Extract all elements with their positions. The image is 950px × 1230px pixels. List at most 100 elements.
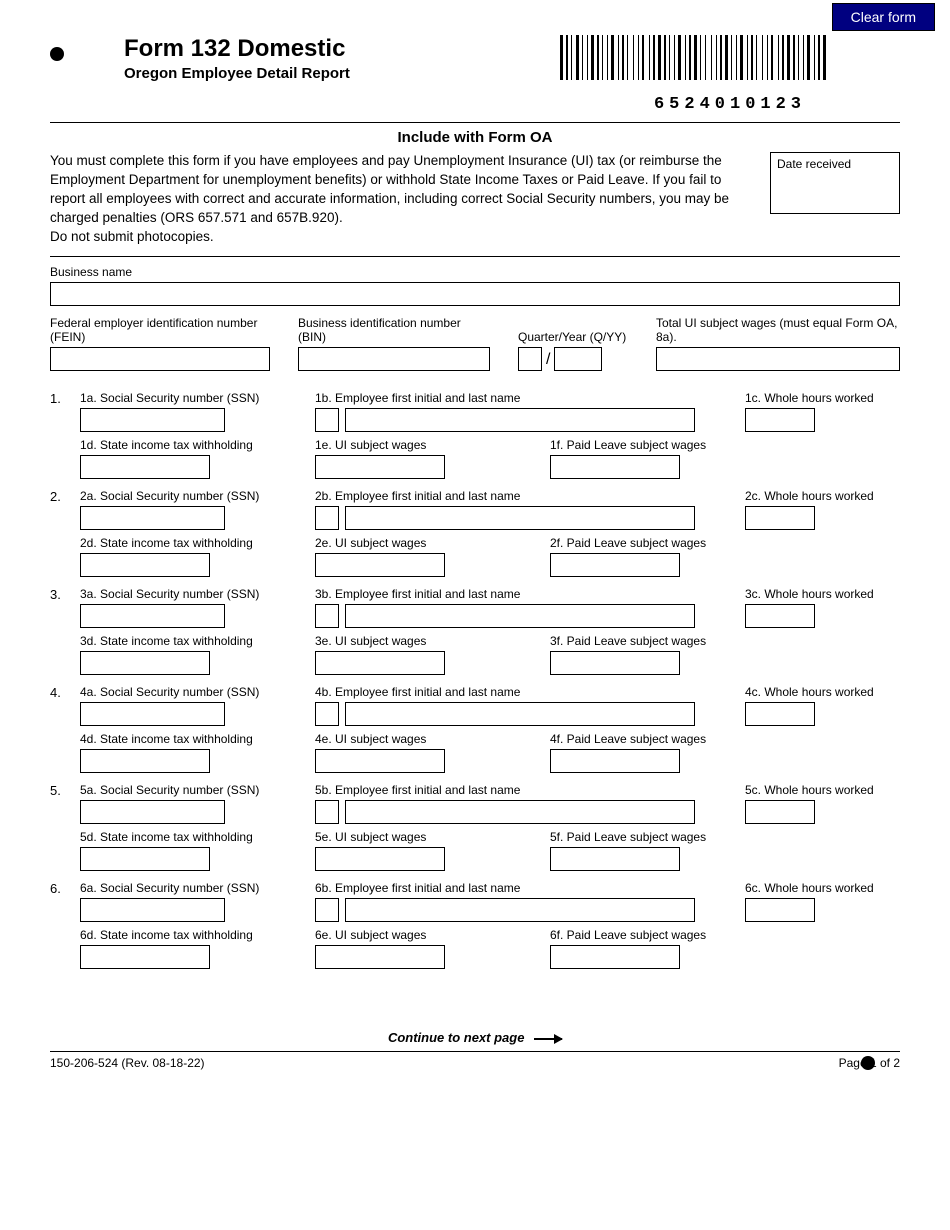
hours-label: 3c. Whole hours worked	[745, 587, 900, 601]
employee-number: 6.	[50, 881, 80, 975]
employee-row: 5. 5a. Social Security number (SSN) 5b. …	[50, 783, 900, 877]
withholding-input[interactable]	[80, 945, 210, 969]
employee-number: 5.	[50, 783, 80, 877]
marker-dot-tl	[50, 47, 64, 61]
employee-row: 6. 6a. Social Security number (SSN) 6b. …	[50, 881, 900, 975]
page-container: Form 132 Domestic Oregon Employee Detail…	[0, 0, 950, 1090]
last-name-input[interactable]	[345, 898, 695, 922]
first-initial-input[interactable]	[315, 604, 339, 628]
footer: 150-206-524 (Rev. 08-18-22) Page 1 of 2	[50, 1051, 900, 1070]
hours-input[interactable]	[745, 800, 815, 824]
last-name-input[interactable]	[345, 604, 695, 628]
clear-form-button[interactable]: Clear form	[832, 3, 935, 31]
employee-number: 1.	[50, 391, 80, 485]
withholding-label: 6d. State income tax withholding	[80, 928, 265, 942]
first-initial-input[interactable]	[315, 506, 339, 530]
name-label: 6b. Employee first initial and last name	[315, 881, 695, 895]
quarter-year-label: Quarter/Year (Q/YY)	[518, 330, 628, 344]
first-initial-input[interactable]	[315, 800, 339, 824]
ui-wages-label: 6e. UI subject wages	[315, 928, 500, 942]
withholding-input[interactable]	[80, 651, 210, 675]
withholding-label: 5d. State income tax withholding	[80, 830, 265, 844]
ssn-input[interactable]	[80, 898, 225, 922]
year-input[interactable]	[554, 347, 602, 371]
hours-label: 5c. Whole hours worked	[745, 783, 900, 797]
intro-row: You must complete this form if you have …	[50, 152, 900, 246]
employee-number: 3.	[50, 587, 80, 681]
date-received-box: Date received	[770, 152, 900, 214]
business-name-label: Business name	[50, 265, 900, 279]
ui-wages-input[interactable]	[315, 553, 445, 577]
name-label: 2b. Employee first initial and last name	[315, 489, 695, 503]
hours-input[interactable]	[745, 604, 815, 628]
barcode-number: 6524010123	[560, 95, 900, 114]
name-label: 3b. Employee first initial and last name	[315, 587, 695, 601]
paid-leave-input[interactable]	[550, 553, 680, 577]
fein-label: Federal employer identification number (…	[50, 316, 270, 344]
name-label: 5b. Employee first initial and last name	[315, 783, 695, 797]
paid-leave-label: 4f. Paid Leave subject wages	[550, 732, 735, 746]
quarter-input[interactable]	[518, 347, 542, 371]
last-name-input[interactable]	[345, 408, 695, 432]
paid-leave-input[interactable]	[550, 945, 680, 969]
arrow-right-icon	[534, 1038, 562, 1040]
rule-mid	[50, 256, 900, 257]
ssn-input[interactable]	[80, 604, 225, 628]
ui-wages-label: 2e. UI subject wages	[315, 536, 500, 550]
total-ui-input[interactable]	[656, 347, 900, 371]
ui-wages-input[interactable]	[315, 749, 445, 773]
hours-input[interactable]	[745, 702, 815, 726]
withholding-input[interactable]	[80, 553, 210, 577]
ssn-input[interactable]	[80, 702, 225, 726]
rule-top	[50, 122, 900, 123]
last-name-input[interactable]	[345, 702, 695, 726]
ui-wages-label: 5e. UI subject wages	[315, 830, 500, 844]
first-initial-input[interactable]	[315, 702, 339, 726]
hours-input[interactable]	[745, 408, 815, 432]
ssn-label: 1a. Social Security number (SSN)	[80, 391, 265, 405]
ssn-label: 3a. Social Security number (SSN)	[80, 587, 265, 601]
footer-left: 150-206-524 (Rev. 08-18-22)	[50, 1056, 205, 1070]
id-row: Federal employer identification number (…	[50, 316, 900, 371]
paid-leave-label: 1f. Paid Leave subject wages	[550, 438, 735, 452]
withholding-label: 3d. State income tax withholding	[80, 634, 265, 648]
employee-row: 3. 3a. Social Security number (SSN) 3b. …	[50, 587, 900, 681]
paid-leave-label: 5f. Paid Leave subject wages	[550, 830, 735, 844]
hours-input[interactable]	[745, 506, 815, 530]
employee-number: 4.	[50, 685, 80, 779]
ui-wages-input[interactable]	[315, 847, 445, 871]
paid-leave-label: 6f. Paid Leave subject wages	[550, 928, 735, 942]
paid-leave-input[interactable]	[550, 455, 680, 479]
total-ui-label: Total UI subject wages (must equal Form …	[656, 316, 900, 344]
ssn-label: 6a. Social Security number (SSN)	[80, 881, 265, 895]
fein-input[interactable]	[50, 347, 270, 371]
bin-label: Business identification number (BIN)	[298, 316, 490, 344]
header: Form 132 Domestic Oregon Employee Detail…	[50, 35, 900, 114]
paid-leave-input[interactable]	[550, 651, 680, 675]
ui-wages-label: 3e. UI subject wages	[315, 634, 500, 648]
hours-label: 2c. Whole hours worked	[745, 489, 900, 503]
first-initial-input[interactable]	[315, 898, 339, 922]
withholding-input[interactable]	[80, 455, 210, 479]
bin-input[interactable]	[298, 347, 490, 371]
ui-wages-input[interactable]	[315, 945, 445, 969]
hours-label: 4c. Whole hours worked	[745, 685, 900, 699]
hours-label: 1c. Whole hours worked	[745, 391, 900, 405]
employee-list: 1. 1a. Social Security number (SSN) 1b. …	[50, 391, 900, 975]
last-name-input[interactable]	[345, 800, 695, 824]
paid-leave-input[interactable]	[550, 749, 680, 773]
withholding-input[interactable]	[80, 847, 210, 871]
ssn-input[interactable]	[80, 408, 225, 432]
intro-paragraph-2: Do not submit photocopies.	[50, 229, 214, 244]
employee-row: 4. 4a. Social Security number (SSN) 4b. …	[50, 685, 900, 779]
paid-leave-input[interactable]	[550, 847, 680, 871]
ssn-input[interactable]	[80, 800, 225, 824]
last-name-input[interactable]	[345, 506, 695, 530]
ui-wages-input[interactable]	[315, 455, 445, 479]
hours-input[interactable]	[745, 898, 815, 922]
withholding-input[interactable]	[80, 749, 210, 773]
ssn-input[interactable]	[80, 506, 225, 530]
business-name-input[interactable]	[50, 282, 900, 306]
ui-wages-input[interactable]	[315, 651, 445, 675]
first-initial-input[interactable]	[315, 408, 339, 432]
